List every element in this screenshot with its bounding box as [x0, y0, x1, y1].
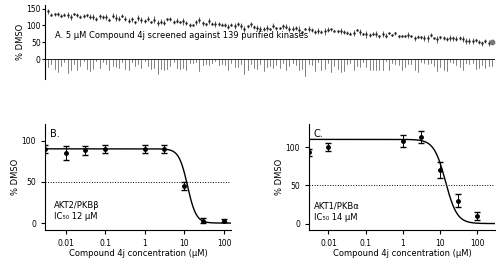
Y-axis label: % DMSO: % DMSO — [275, 159, 284, 195]
Y-axis label: % DMSO: % DMSO — [16, 24, 25, 60]
Text: AKT1/PKBα
IC₅₀ 14 μM: AKT1/PKBα IC₅₀ 14 μM — [314, 201, 360, 222]
Text: C.: C. — [314, 129, 324, 139]
Y-axis label: % DMSO: % DMSO — [11, 159, 20, 195]
Text: AKT2/PKBβ
IC₅₀ 12 μM: AKT2/PKBβ IC₅₀ 12 μM — [54, 201, 100, 221]
X-axis label: Compound 4j concentration (μM): Compound 4j concentration (μM) — [68, 249, 207, 258]
Text: A. 5 μM Compound 4j screened against 139 purified kinases: A. 5 μM Compound 4j screened against 139… — [54, 31, 308, 40]
Text: B.: B. — [50, 129, 59, 139]
Point — [488, 40, 496, 44]
X-axis label: Compound 4j concentration (μM): Compound 4j concentration (μM) — [332, 249, 471, 258]
